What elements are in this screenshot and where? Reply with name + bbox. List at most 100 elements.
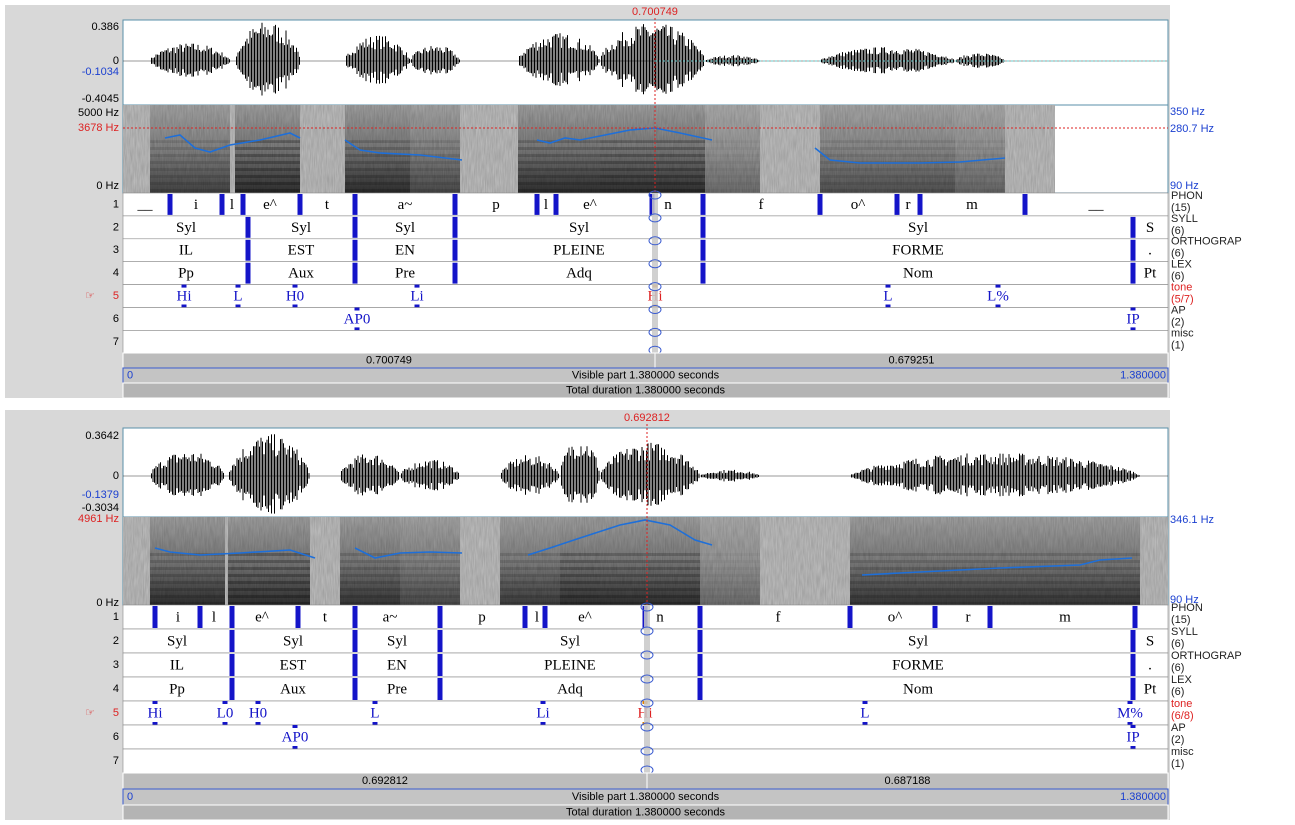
pitch-contour <box>344 139 463 161</box>
cursor-tier-handle <box>640 626 654 636</box>
point-marker <box>885 304 891 308</box>
interval-label: r <box>966 609 971 625</box>
point-marker <box>292 284 298 288</box>
point-marker <box>235 284 241 288</box>
point-marker <box>1130 327 1136 331</box>
point-label: IP <box>1126 311 1139 327</box>
cursor-tier-handle <box>648 213 662 223</box>
interval-label: i <box>176 609 180 625</box>
interval-label: t <box>323 609 328 625</box>
point-marker <box>540 701 546 704</box>
amplitude-label: 0 <box>113 470 119 482</box>
tier-row <box>122 238 1169 263</box>
interval-label: PLEINE <box>553 243 605 259</box>
interval-label: EN <box>395 243 415 259</box>
interval-boundary <box>1130 654 1136 676</box>
tier-count: (6) <box>1171 686 1184 698</box>
cursor-band <box>644 605 650 773</box>
point-marker <box>152 701 158 704</box>
interval-label: Syl <box>176 220 196 236</box>
formant-bands <box>600 552 700 605</box>
tier-number: 3 <box>113 659 119 671</box>
tier-number: 5 <box>113 707 119 719</box>
amplitude-label: 0 <box>113 55 119 67</box>
interval-boundary <box>245 239 251 261</box>
interval-boundary <box>700 194 706 215</box>
tier-count: (6) <box>1171 662 1184 674</box>
interval-label: l <box>230 197 234 213</box>
interval-label: __ <box>1088 197 1105 213</box>
interval-boundary <box>452 216 458 238</box>
formant-bands <box>235 140 300 193</box>
interval-boundary <box>542 606 548 628</box>
active-tier-marker: ☞ <box>85 290 95 302</box>
point-marker <box>222 722 228 725</box>
point-marker <box>181 284 187 288</box>
point-label: L <box>860 705 869 721</box>
interval-boundary <box>697 630 703 652</box>
pitch-label: 350 Hz <box>1170 106 1205 118</box>
interval-label: l <box>212 609 216 625</box>
interval-boundary <box>437 678 443 700</box>
interval-label: Pre <box>387 681 407 697</box>
visible-part: Visible part 1.380000 seconds <box>572 791 720 803</box>
amplitude-label: -0.3034 <box>82 502 119 514</box>
interval-label: n <box>664 197 672 213</box>
point-marker <box>1127 722 1133 725</box>
interval-label: o^ <box>888 609 903 625</box>
interval-label: a~ <box>383 609 398 625</box>
formant-bands <box>150 140 230 193</box>
interval-label: FORME <box>892 243 944 259</box>
tier-number: 4 <box>113 267 119 279</box>
cursor-tier-handle <box>648 282 662 292</box>
tier-number: 7 <box>113 755 119 767</box>
time-right: 0.687188 <box>885 775 931 787</box>
tier-name: misc <box>1171 746 1194 758</box>
interval-boundary <box>352 654 358 676</box>
interval-label: IL <box>179 243 193 259</box>
interval-label: e^ <box>578 609 592 625</box>
interval-boundary <box>987 606 993 628</box>
interval-boundary <box>229 678 235 700</box>
formant-bands <box>150 552 225 605</box>
point-marker <box>414 304 420 308</box>
frequency-label: 4961 Hz <box>78 513 119 525</box>
formant-bands <box>850 552 1140 605</box>
tier-number: 6 <box>113 731 119 743</box>
cursor-tier-handle <box>648 305 662 314</box>
formant-bands <box>400 552 460 605</box>
interval-label: IL <box>170 657 184 673</box>
tier-name: AP <box>1171 304 1186 316</box>
interval-label: . <box>1148 243 1152 259</box>
tier-name: ORTHOGRAP <box>1171 236 1242 248</box>
interval-label: Adq <box>557 681 583 697</box>
point-label: Li <box>410 288 423 304</box>
tier-number: 7 <box>113 336 119 348</box>
cursor-tier-handle <box>648 259 662 269</box>
point-marker <box>354 307 360 311</box>
tier-count: (6/8) <box>1171 710 1194 722</box>
interval-boundary <box>817 194 823 215</box>
tier-count: (1) <box>1171 339 1184 351</box>
interval-boundary <box>1130 239 1136 261</box>
frequency-label: 0 Hz <box>96 180 119 192</box>
interval-boundary <box>847 606 853 628</box>
interval-label: FORME <box>892 657 944 673</box>
interval-label: n <box>656 609 664 625</box>
interval-boundary <box>219 194 225 215</box>
interval-label: p <box>492 197 500 213</box>
cursor-time: 0.700749 <box>632 6 678 18</box>
tier-count: (15) <box>1171 614 1191 626</box>
interval-boundary <box>1130 216 1136 238</box>
point-label: M% <box>1117 705 1143 721</box>
point-label: L <box>883 288 892 304</box>
interval-label: __ <box>137 197 154 213</box>
frequency-label: 3678 Hz <box>78 122 119 134</box>
interval-boundary <box>697 606 703 628</box>
interval-label: Pre <box>395 266 415 282</box>
interval-label: Nom <box>903 266 933 282</box>
interval-boundary <box>240 194 246 215</box>
time-left: 0.700749 <box>366 354 412 366</box>
interval-label: PLEINE <box>544 657 596 673</box>
point-label: AP0 <box>344 311 371 327</box>
